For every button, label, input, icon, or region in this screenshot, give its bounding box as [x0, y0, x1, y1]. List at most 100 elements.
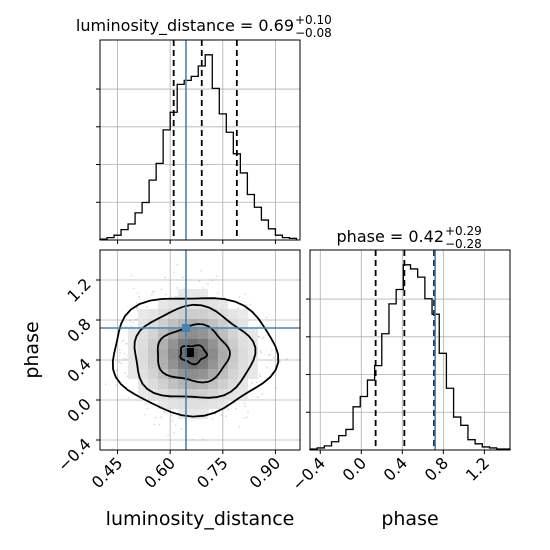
density-cell [217, 369, 228, 379]
sample-point [234, 407, 237, 410]
density-cell [177, 399, 188, 409]
density-cell [147, 379, 158, 389]
sample-point [130, 274, 133, 277]
density-cell [207, 319, 218, 329]
sample-point [135, 306, 138, 309]
density-peak [184, 348, 194, 357]
density-cell [167, 359, 178, 369]
sample-point [127, 396, 130, 399]
sample-point [251, 382, 254, 385]
density-cell [207, 309, 218, 319]
sample-point [198, 280, 201, 283]
sample-point [160, 416, 163, 419]
density-cell [167, 309, 178, 319]
density-cell [187, 409, 198, 419]
density-cell [227, 379, 238, 389]
phase-y-tick-label: 0.4 [63, 354, 94, 385]
sample-point [249, 303, 252, 306]
sample-point [266, 366, 269, 369]
density-cell [197, 309, 208, 319]
luminosity-distance-x-tick-label: 0.60 [140, 453, 179, 492]
density-cell [187, 289, 198, 299]
sample-point [158, 423, 161, 426]
sample-point [267, 354, 270, 357]
density-cell [217, 349, 228, 359]
axes-frame [99, 249, 301, 451]
density-cell [127, 339, 138, 349]
phase-histogram: phase = 0.42 +0.29 −0.28 −0.4 0.0 0.4 0.8 1.… [288, 224, 511, 494]
density-cell [147, 339, 158, 349]
sample-point [182, 276, 184, 279]
density-cell [157, 369, 168, 379]
sample-point [136, 292, 139, 294]
sample-point [202, 287, 204, 289]
luminosity-distance-x-tick-label: 0.90 [246, 453, 285, 492]
sample-point [185, 462, 187, 464]
density-cell [217, 319, 228, 329]
sample-point [138, 295, 141, 298]
density-cell [207, 379, 218, 389]
sample-point [171, 414, 174, 417]
density-cell [147, 349, 158, 359]
density-cell [227, 389, 238, 399]
sample-point [154, 416, 157, 419]
sample-point [118, 361, 121, 363]
sample-point [128, 320, 131, 323]
density-cell [177, 379, 188, 389]
density-cell [197, 379, 208, 389]
density-cell [237, 309, 248, 319]
sample-point [104, 383, 107, 386]
luminosity-distance-x-tick-label: 0.45 [88, 453, 127, 492]
density-cell [127, 329, 138, 339]
sample-point [256, 396, 259, 399]
sample-point [211, 417, 214, 420]
density-cell [147, 369, 158, 379]
density-cell [197, 349, 208, 359]
density-cell [177, 409, 188, 419]
density-cell [217, 309, 228, 319]
density-cell [217, 379, 228, 389]
density-cell [167, 349, 178, 359]
sample-point [151, 293, 153, 296]
phase-x-tick-label: −0.4 [288, 453, 329, 494]
density-cell [197, 399, 208, 409]
density-cell [237, 389, 248, 399]
density-cell [227, 349, 238, 359]
density-cell [137, 309, 148, 319]
sample-point [167, 434, 170, 436]
sample-point [111, 447, 114, 450]
luminosity-distance-title-minus: −0.08 [295, 26, 332, 40]
sample-point [118, 349, 121, 352]
density-cell [157, 299, 168, 309]
sample-point [255, 381, 258, 384]
density-cell [247, 369, 258, 379]
density-cell [157, 309, 168, 319]
density-cell [237, 379, 248, 389]
density-cell [137, 329, 148, 339]
sample-point [259, 375, 262, 378]
truth-marker [181, 324, 190, 332]
density-cell [247, 329, 258, 339]
sample-point [132, 287, 135, 290]
luminosity-distance-histogram: luminosity_distance = 0.69 +0.10 −0.08 [76, 13, 332, 244]
density-cell [187, 379, 198, 389]
luminosity-distance-x-tick-label: 0.75 [193, 453, 232, 492]
sample-point [215, 275, 218, 277]
sample-point [146, 407, 149, 410]
density-cell [197, 339, 208, 349]
sample-point [174, 424, 177, 427]
density-cell [137, 349, 148, 359]
density-cell [207, 349, 218, 359]
sample-point [272, 356, 275, 359]
joint-plot-area [100, 250, 300, 464]
density-cell [197, 389, 208, 399]
density-cell [167, 369, 178, 379]
density-cell [217, 339, 228, 349]
sample-point [201, 438, 204, 441]
sample-point [238, 296, 241, 298]
sample-point [136, 309, 139, 312]
density-cell [237, 339, 248, 349]
x-axis-label-phase: phase [381, 508, 438, 530]
density-cell [157, 349, 168, 359]
